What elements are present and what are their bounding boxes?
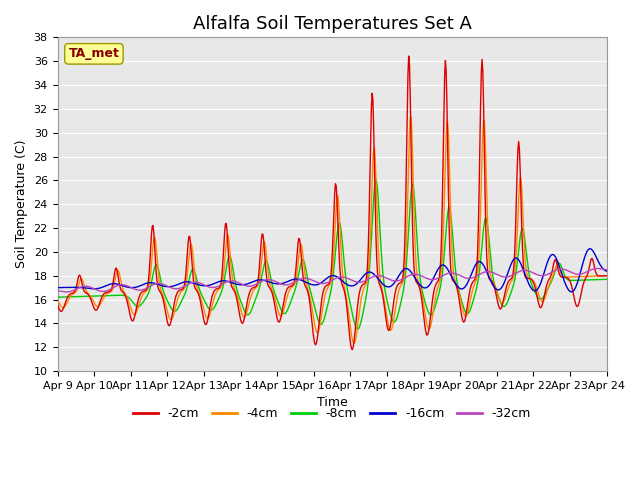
-4cm xyxy=(399,277,407,283)
-32cm xyxy=(603,267,611,273)
-16cm xyxy=(568,289,575,295)
-16cm xyxy=(415,280,422,286)
-4cm xyxy=(417,285,424,291)
-8cm xyxy=(176,302,184,308)
-16cm xyxy=(120,283,128,289)
Y-axis label: Soil Temperature (C): Soil Temperature (C) xyxy=(15,140,28,268)
-16cm xyxy=(399,267,406,273)
-2cm xyxy=(348,347,356,352)
Line: -8cm: -8cm xyxy=(58,180,607,329)
-8cm xyxy=(63,294,71,300)
-2cm xyxy=(603,273,611,278)
-2cm xyxy=(205,312,212,317)
-4cm xyxy=(350,341,358,347)
-2cm xyxy=(54,301,61,307)
-16cm xyxy=(54,285,61,290)
-2cm xyxy=(120,290,128,296)
-8cm xyxy=(401,283,408,288)
-4cm xyxy=(63,299,71,305)
Line: -16cm: -16cm xyxy=(58,249,607,292)
-4cm xyxy=(407,114,415,120)
-8cm xyxy=(417,276,424,282)
-32cm xyxy=(399,276,407,281)
Line: -4cm: -4cm xyxy=(58,117,607,344)
-32cm xyxy=(54,288,61,294)
-32cm xyxy=(205,284,213,290)
-16cm xyxy=(603,268,611,274)
-16cm xyxy=(63,285,71,290)
-8cm xyxy=(120,293,128,299)
-8cm xyxy=(54,294,61,300)
-16cm xyxy=(205,283,212,288)
-8cm xyxy=(603,276,611,282)
-4cm xyxy=(176,291,184,297)
-2cm xyxy=(176,288,184,293)
-2cm xyxy=(417,288,424,293)
-32cm xyxy=(177,285,184,291)
-32cm xyxy=(63,289,70,295)
-16cm xyxy=(176,281,184,287)
-4cm xyxy=(54,297,61,303)
-32cm xyxy=(415,272,423,278)
-4cm xyxy=(120,288,128,294)
-8cm xyxy=(354,326,362,332)
Line: -2cm: -2cm xyxy=(58,56,607,349)
-2cm xyxy=(405,53,413,59)
Line: -32cm: -32cm xyxy=(58,268,607,292)
-4cm xyxy=(205,315,212,321)
-4cm xyxy=(603,273,611,278)
-8cm xyxy=(205,305,212,311)
Text: TA_met: TA_met xyxy=(68,48,120,60)
X-axis label: Time: Time xyxy=(317,396,348,409)
-32cm xyxy=(121,282,129,288)
Legend: -2cm, -4cm, -8cm, -16cm, -32cm: -2cm, -4cm, -8cm, -16cm, -32cm xyxy=(128,402,536,425)
-8cm xyxy=(372,177,380,183)
Title: Alfalfa Soil Temperatures Set A: Alfalfa Soil Temperatures Set A xyxy=(193,15,472,33)
-16cm xyxy=(586,246,593,252)
-32cm xyxy=(593,265,601,271)
-2cm xyxy=(399,269,407,275)
-32cm xyxy=(65,289,72,295)
-2cm xyxy=(63,295,71,300)
